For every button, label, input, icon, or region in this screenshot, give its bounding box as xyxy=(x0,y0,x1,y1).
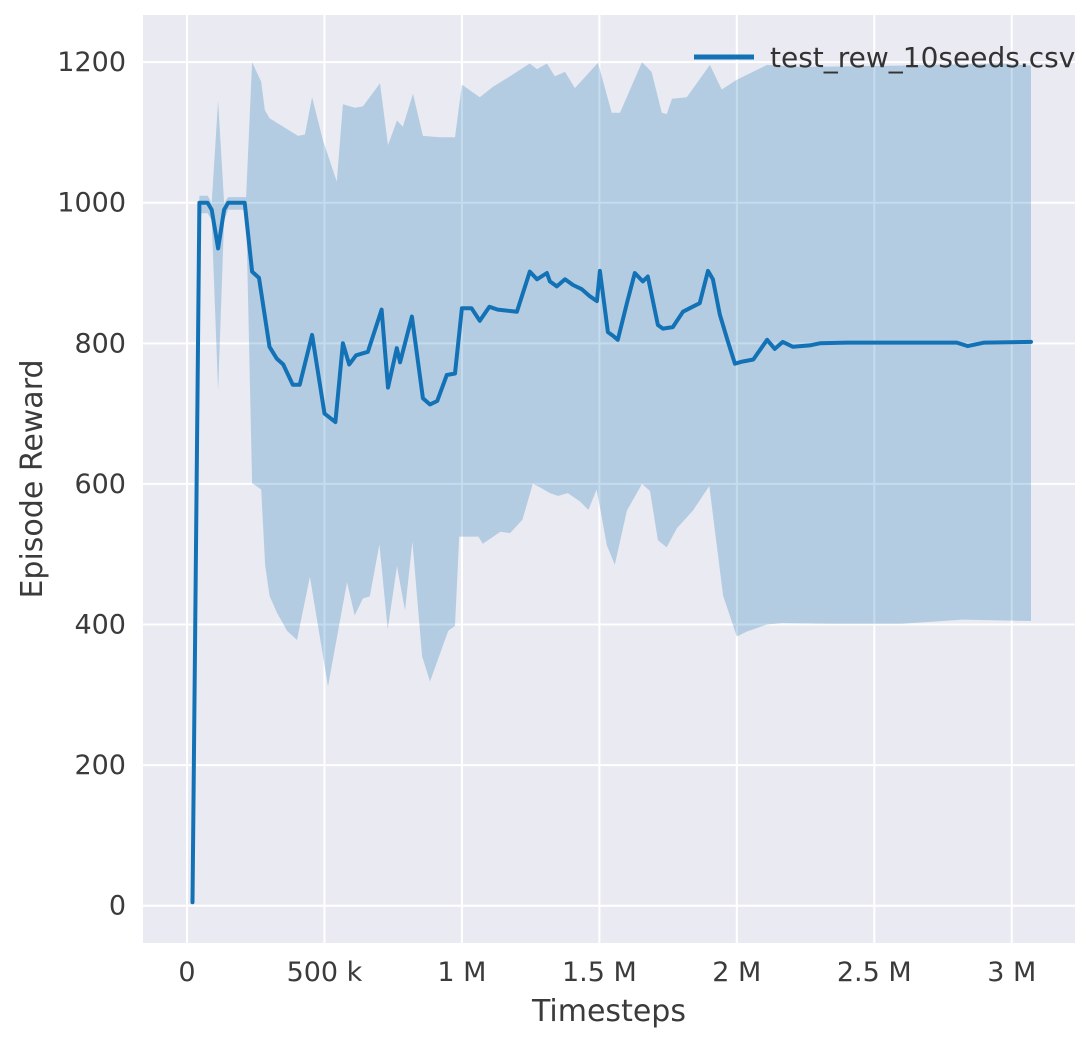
x-tick-label: 0 xyxy=(178,957,195,988)
y-tick-label: 1200 xyxy=(57,47,126,78)
x-tick-label: 2.5 M xyxy=(837,957,912,988)
y-tick-label: 200 xyxy=(74,750,126,781)
y-tick-label: 800 xyxy=(74,328,126,359)
y-tick-label: 1000 xyxy=(57,188,126,219)
confidence-band-layer xyxy=(192,62,1031,904)
x-tick-label: 2 M xyxy=(712,957,761,988)
x-tick-labels: 0 500 k 1 M 1.5 M 2 M 2.5 M 3 M xyxy=(178,957,1036,988)
plot-area xyxy=(143,15,1075,943)
x-tick-label: 1.5 M xyxy=(562,957,637,988)
x-tick-label: 500 k xyxy=(287,957,363,988)
y-axis-title: Episode Reward xyxy=(15,359,50,598)
x-tick-label: 1 M xyxy=(437,957,486,988)
gridlines xyxy=(143,15,1075,943)
legend: test_rew_10seeds.csv xyxy=(694,41,1075,74)
series-line-layer xyxy=(190,200,1033,905)
y-tick-label: 600 xyxy=(74,469,126,500)
legend-entry-label: test_rew_10seeds.csv xyxy=(770,41,1075,74)
y-tick-label: 0 xyxy=(109,891,126,922)
y-tick-label: 400 xyxy=(74,610,126,641)
confidence-band xyxy=(192,62,1031,904)
y-tick-labels: 0 200 400 600 800 1000 1200 xyxy=(57,47,126,922)
x-axis-title: Timesteps xyxy=(531,994,686,1029)
mean-reward-line xyxy=(190,200,1033,905)
x-tick-label: 3 M xyxy=(987,957,1036,988)
